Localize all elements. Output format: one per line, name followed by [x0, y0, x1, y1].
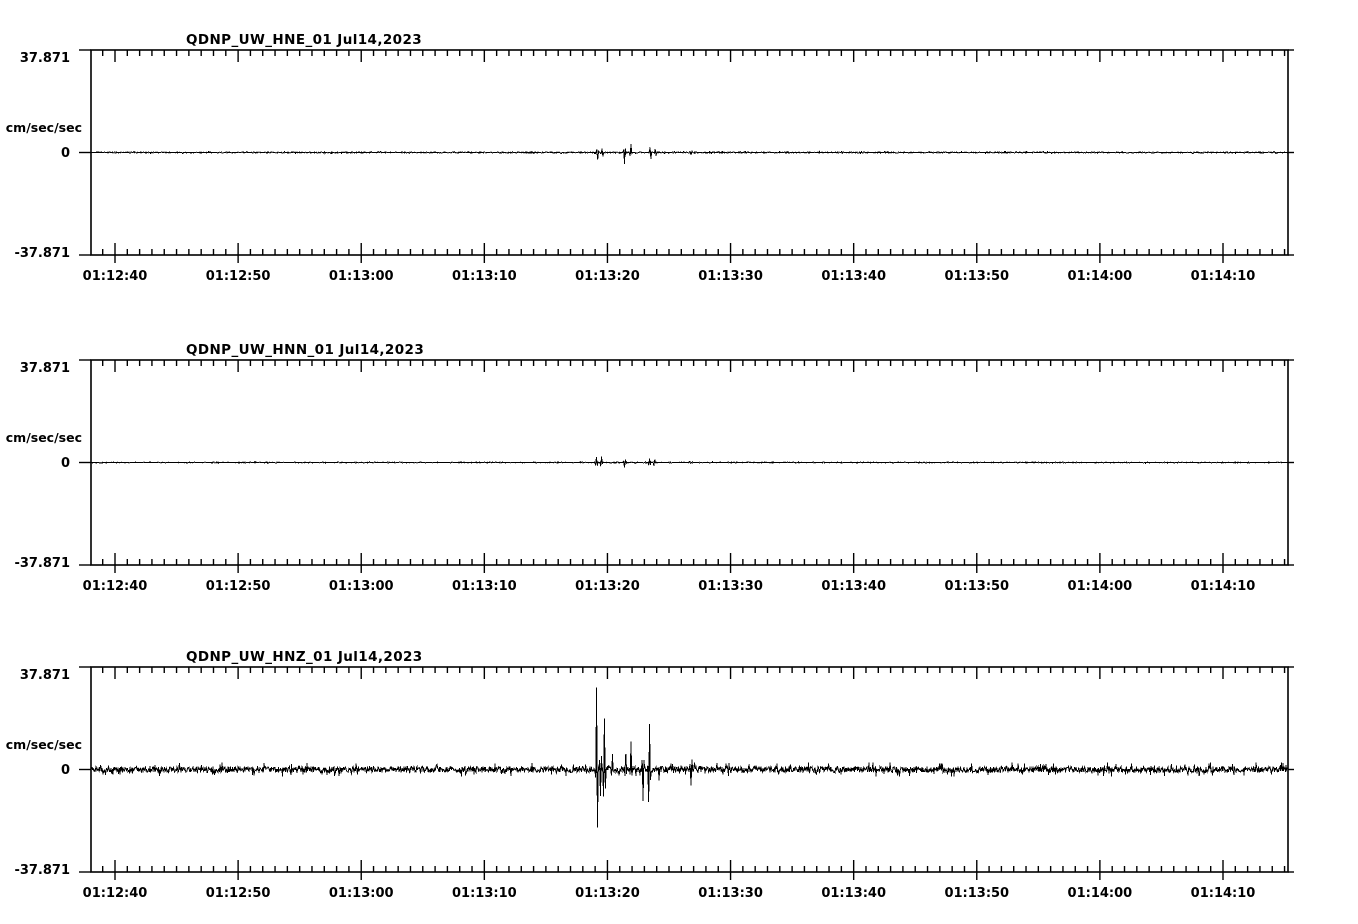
x-tick-label: 01:13:30	[698, 269, 763, 284]
y-ticks-hnz	[79, 666, 1294, 873]
x-tick-label: 01:14:10	[1191, 269, 1256, 284]
x-tick-label: 01:13:10	[452, 886, 517, 901]
waveform-trace-hnz	[90, 687, 1289, 828]
y-bottom-label-hnz: -37.871	[14, 863, 70, 878]
x-tick-label: 01:12:50	[206, 269, 271, 284]
x-tick-label: 01:14:00	[1068, 269, 1133, 284]
y-unit-label-hne: cm/sec/sec	[6, 120, 82, 135]
x-tick-label: 01:13:20	[575, 269, 640, 284]
x-tick-label: 01:12:50	[206, 886, 271, 901]
x-tick-labels-hne: 01:12:40 01:12:50 01:13:00 01:13:10 01:13:20…	[83, 269, 1256, 284]
panel-title-hne: QDNP_UW_HNE_01 Jul14,2023	[186, 32, 422, 48]
x-ticks-hne	[101, 50, 1286, 263]
x-tick-label: 01:13:20	[575, 579, 640, 594]
y-ticks-hnn	[79, 359, 1294, 566]
x-tick-labels-hnn: 01:12:40 01:12:50 01:13:00 01:13:10 01:13:20…	[83, 579, 1256, 594]
panel-svg-hnn: QDNP_UW_HNN_01 Jul14,2023 37.871 cm/sec/…	[6, 342, 1294, 594]
plot-area-hne	[79, 49, 1294, 263]
seismogram-panel-hnn: QDNP_UW_HNN_01 Jul14,2023 37.871 cm/sec/…	[0, 310, 1358, 610]
x-tick-label: 01:12:40	[83, 886, 148, 901]
x-tick-label: 01:13:40	[821, 269, 886, 284]
x-tick-label: 01:13:00	[329, 579, 394, 594]
x-tick-label: 01:14:00	[1068, 886, 1133, 901]
x-tick-label: 01:12:50	[206, 579, 271, 594]
x-tick-label: 01:12:40	[83, 579, 148, 594]
y-top-label-hnz: 37.871	[20, 668, 70, 683]
y-mid-label-hnz: 0	[61, 763, 70, 778]
panel-svg-hne: QDNP_UW_HNE_01 Jul14,2023 37.871 cm/sec/…	[6, 32, 1294, 284]
x-tick-label: 01:13:50	[944, 886, 1009, 901]
x-tick-label: 01:13:10	[452, 269, 517, 284]
y-unit-label-hnz: cm/sec/sec	[6, 737, 82, 752]
x-tick-label: 01:12:40	[83, 269, 148, 284]
y-mid-label-hnn: 0	[61, 456, 70, 471]
x-ticks-hnn	[101, 360, 1286, 573]
panel-svg-hnz: QDNP_UW_HNZ_01 Jul14,2023 37.871 cm/sec/…	[6, 649, 1294, 901]
x-tick-label: 01:14:10	[1191, 579, 1256, 594]
panel-title-hnz: QDNP_UW_HNZ_01 Jul14,2023	[186, 649, 423, 665]
waveform-trace-hnn	[90, 456, 1289, 468]
plot-area-hnn	[79, 359, 1294, 573]
x-tick-label: 01:14:10	[1191, 886, 1256, 901]
seismogram-panel-hne: QDNP_UW_HNE_01 Jul14,2023 37.871 cm/sec/…	[0, 0, 1358, 300]
y-top-label-hne: 37.871	[20, 51, 70, 66]
x-tick-label: 01:13:00	[329, 886, 394, 901]
waveform-trace-hne	[90, 143, 1289, 164]
y-top-label-hnn: 37.871	[20, 361, 70, 376]
x-tick-label: 01:13:00	[329, 269, 394, 284]
x-tick-label: 01:13:40	[821, 886, 886, 901]
seismogram-panel-hnz: QDNP_UW_HNZ_01 Jul14,2023 37.871 cm/sec/…	[0, 617, 1358, 924]
y-bottom-label-hne: -37.871	[14, 246, 70, 261]
x-tick-label: 01:13:50	[944, 269, 1009, 284]
y-ticks-hne	[79, 49, 1294, 256]
x-tick-label: 01:13:50	[944, 579, 1009, 594]
panel-title-hnn: QDNP_UW_HNN_01 Jul14,2023	[186, 342, 424, 358]
x-tick-label: 01:13:30	[698, 579, 763, 594]
y-unit-label-hnn: cm/sec/sec	[6, 430, 82, 445]
y-mid-label-hne: 0	[61, 146, 70, 161]
x-tick-labels-hnz: 01:12:40 01:12:50 01:13:00 01:13:10 01:13:20…	[83, 886, 1256, 901]
x-tick-label: 01:13:10	[452, 579, 517, 594]
x-tick-label: 01:14:00	[1068, 579, 1133, 594]
x-tick-label: 01:13:20	[575, 886, 640, 901]
plot-area-hnz	[79, 666, 1294, 880]
x-tick-label: 01:13:30	[698, 886, 763, 901]
x-ticks-hnz	[101, 667, 1286, 880]
y-bottom-label-hnn: -37.871	[14, 556, 70, 571]
x-tick-label: 01:13:40	[821, 579, 886, 594]
